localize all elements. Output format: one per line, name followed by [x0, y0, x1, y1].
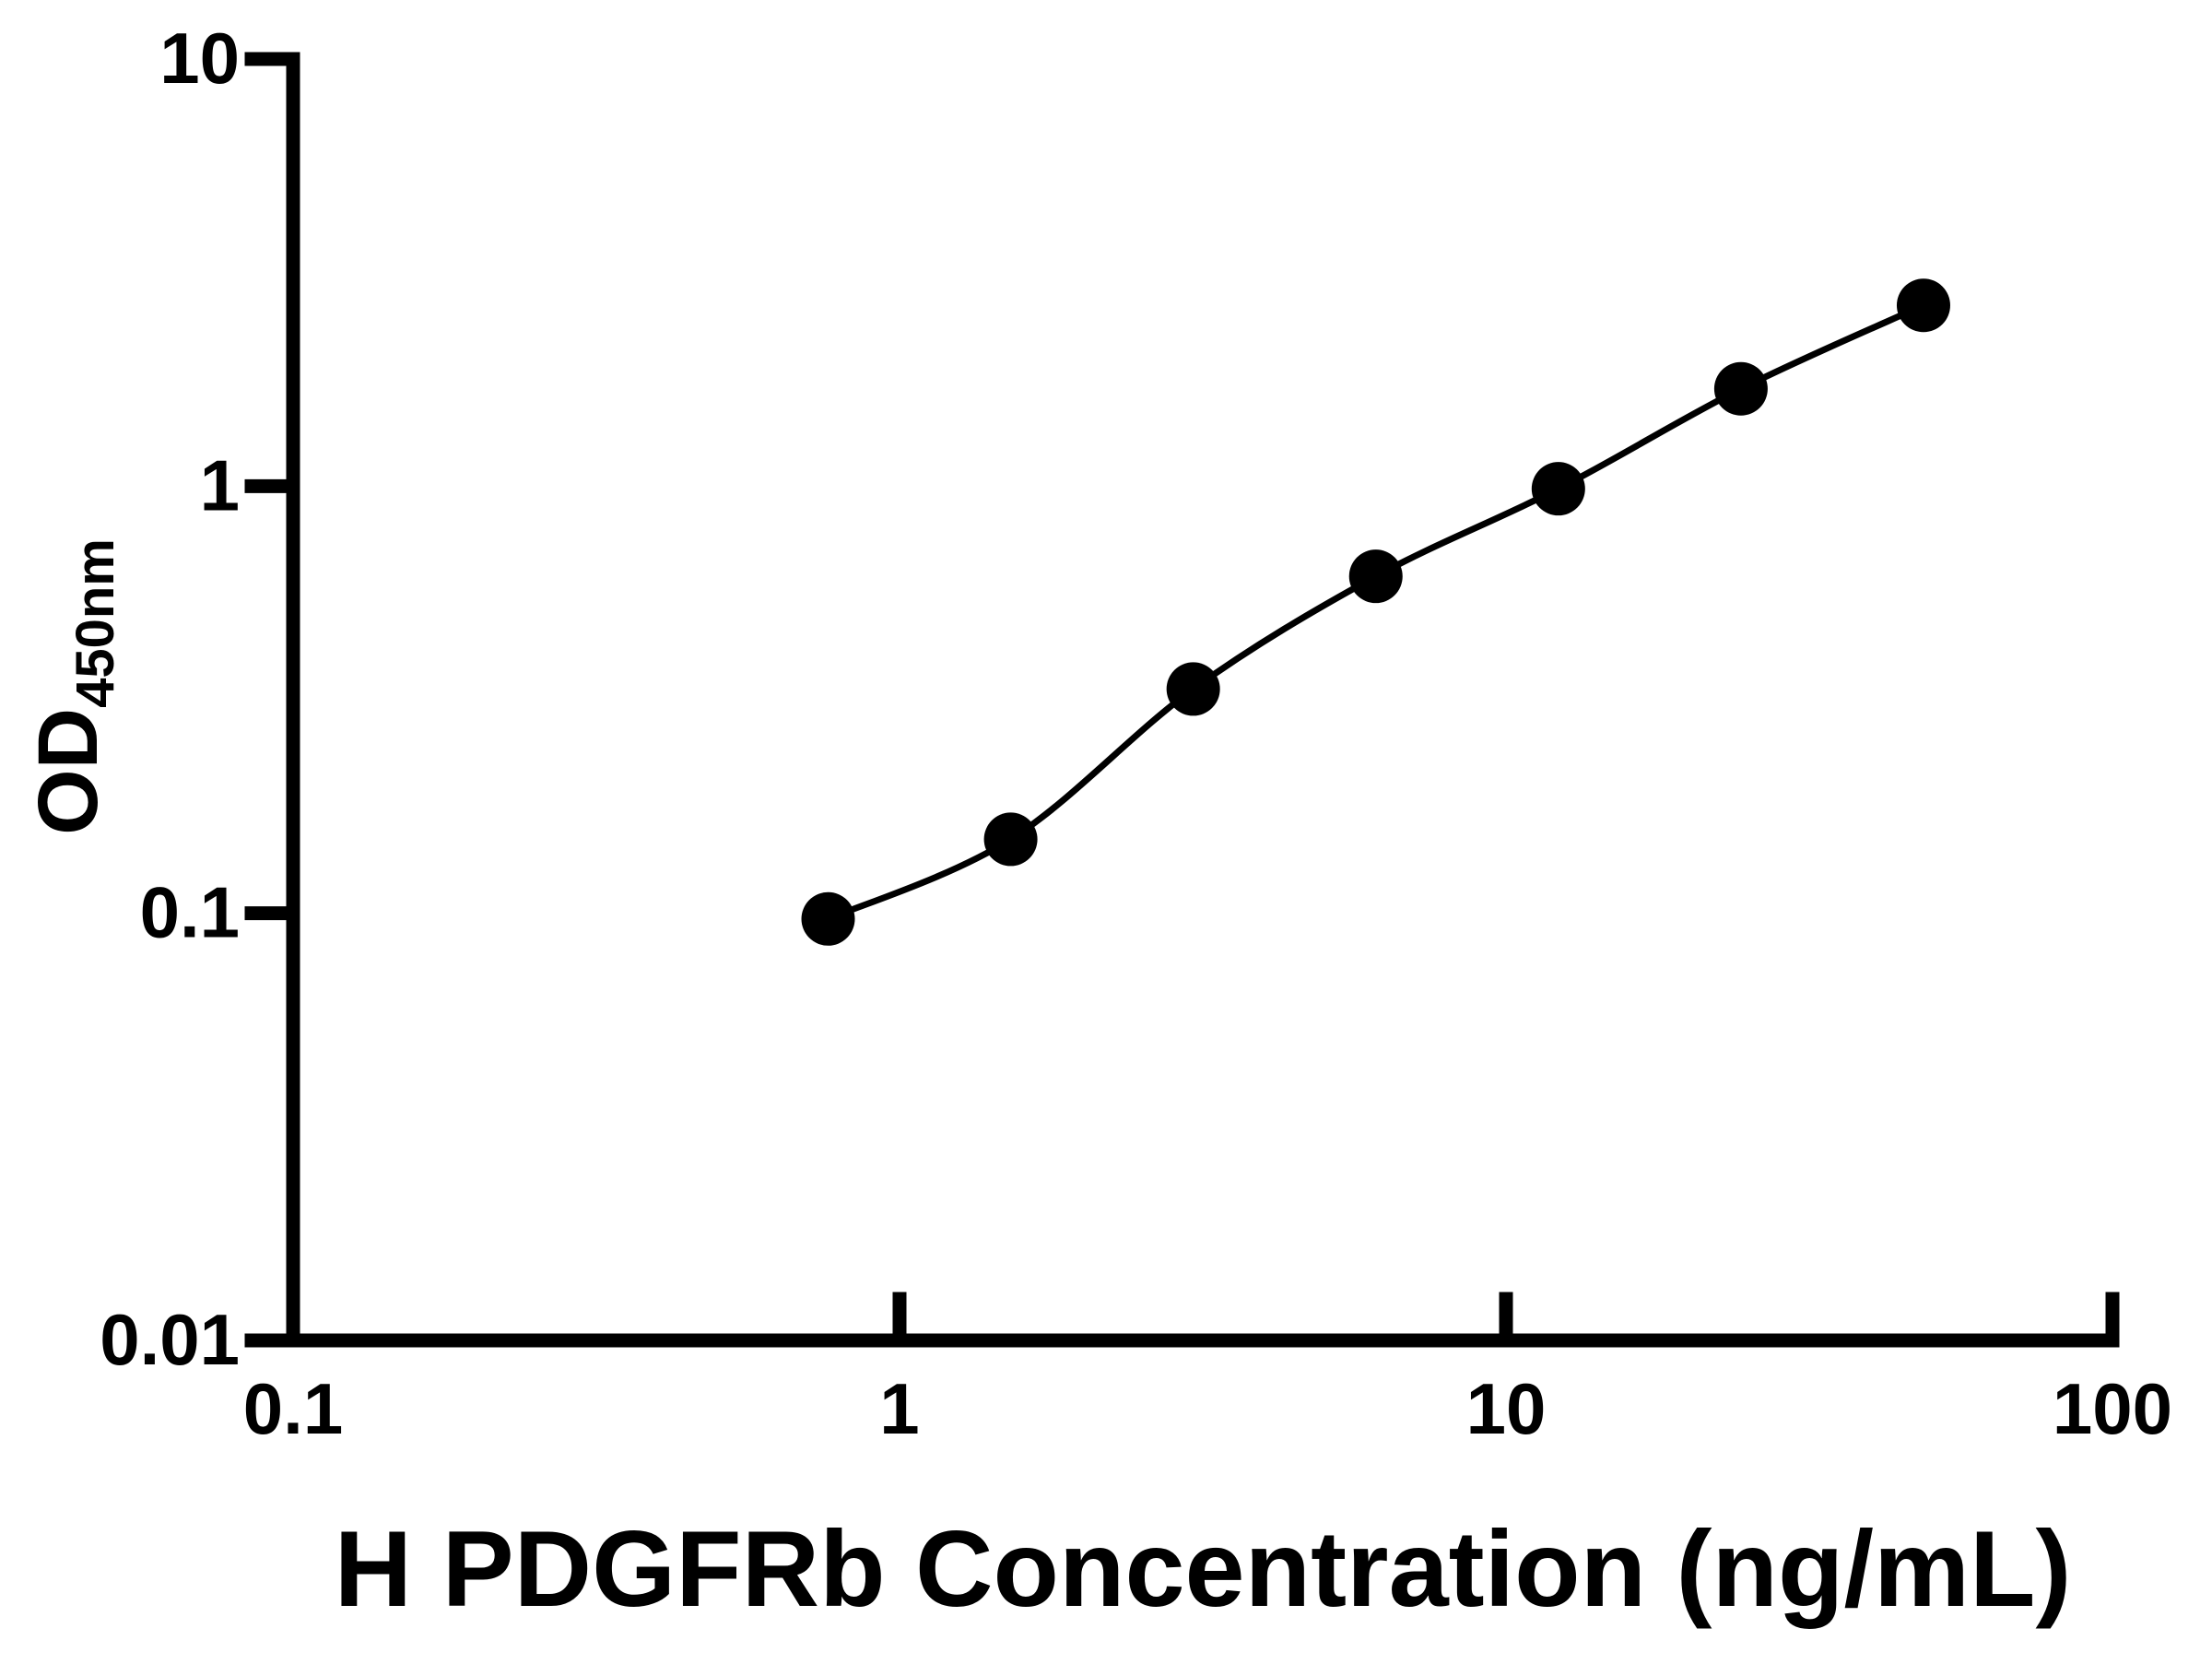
svg-text:1: 1 — [879, 1368, 919, 1449]
svg-text:10: 10 — [1466, 1368, 1547, 1449]
svg-text:0.1: 0.1 — [243, 1368, 343, 1449]
svg-text:0.01: 0.01 — [100, 1299, 240, 1380]
svg-text:1: 1 — [200, 444, 240, 525]
svg-text:0.1: 0.1 — [140, 872, 240, 953]
svg-text:H PDGFRb Concentration (ng/mL): H PDGFRb Concentration (ng/mL) — [335, 1508, 2072, 1629]
svg-text:10: 10 — [159, 18, 240, 99]
svg-text:100: 100 — [2053, 1368, 2172, 1449]
